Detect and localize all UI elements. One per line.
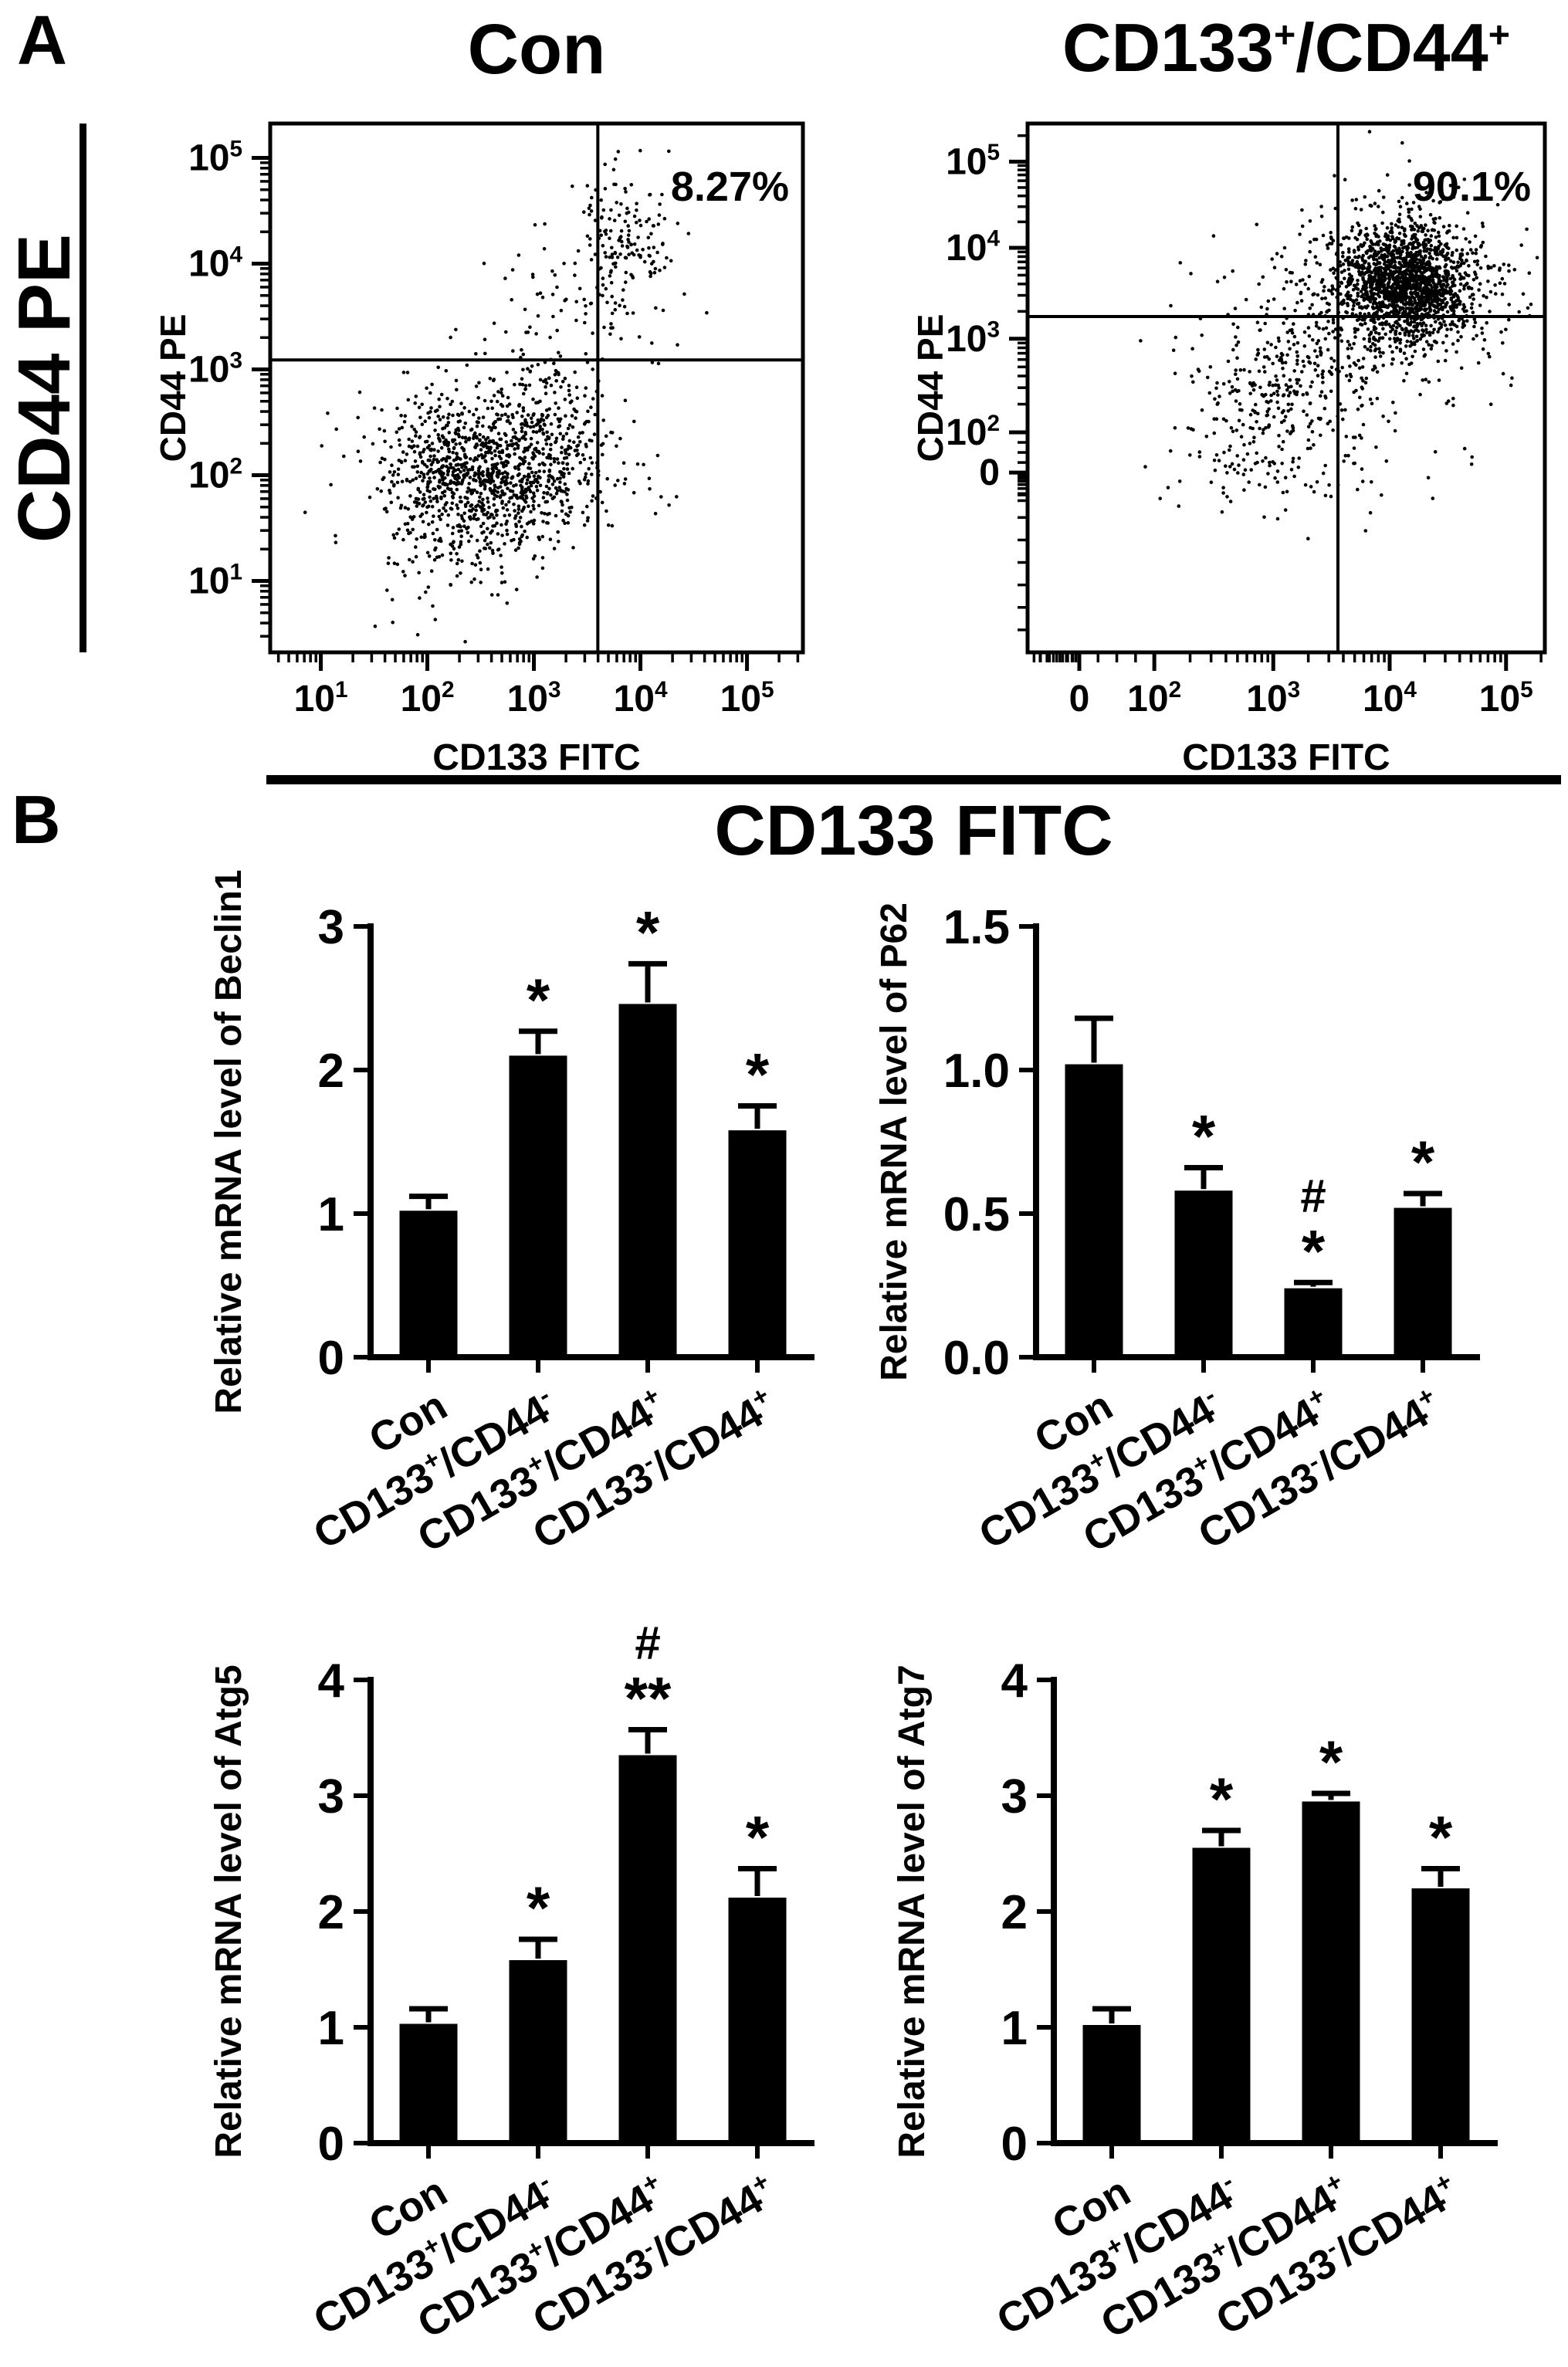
bar-CD133+CD44- [509,1960,567,2143]
flow-title-cd133-cd44: CD133+/CD44+ [1062,9,1510,86]
x-tick-label: 105 [1479,677,1533,720]
scatter-dots [1139,130,1539,540]
significance-marker: * [746,1803,770,1871]
significance-marker: ** [625,1664,672,1732]
y-axis-label: Relative mRNA level of Beclin1 [208,869,249,1414]
y-tick-label: 4 [318,1654,345,1708]
x-tick-label: 105 [720,677,774,720]
significance-marker: * [636,898,660,966]
bar-CD133+CD44+ [1284,1288,1343,1357]
bar-CD133+CD44- [1174,1190,1233,1357]
x-tick-label: 104 [614,677,668,720]
y-tick-label: 0 [979,452,1000,493]
x-tick-label: 102 [1127,677,1181,720]
bar-CD133+CD44+ [618,1755,677,2143]
bar-CD133+CD44+ [1302,1801,1360,2143]
superscript: + [1273,14,1296,56]
x-tick-label: 103 [507,677,561,720]
y-tick-label: 103 [946,317,1000,360]
y-tick-label: 1 [1001,2002,1028,2055]
y-tick-label: 101 [188,559,242,601]
panel-a-label: A [17,2,67,80]
y-tick-label: 4 [1001,1654,1028,1708]
significance-marker: * [1210,1765,1234,1833]
significance-marker: * [746,1041,770,1109]
bar-chart-p62: 0.00.51.01.5Con*CD133+/CD44-#*CD133+/CD4… [874,901,1480,1562]
bar-CD133+CD44- [509,1055,567,1357]
x-tick-label: 104 [1363,677,1417,720]
bar-chart-atg7: 01234Con*CD133+/CD44-*CD133+/CD44+*CD133… [892,1654,1498,2348]
bar-CD133-CD44+ [728,1130,787,1357]
x-tick-label: 0 [1069,679,1090,720]
scatter-dots [303,148,709,644]
bar-CD133+CD44+ [618,1004,677,1357]
x-axis-label: CD133 FITC [1182,737,1390,778]
plot-frame [268,121,805,655]
significance-marker: * [1302,1217,1326,1285]
quadrant-percent-label: 90.1% [1413,164,1531,210]
significance-marker: * [527,1874,550,1942]
y-tick-label: 2 [318,1886,344,1939]
x-tick-label: 103 [1246,677,1300,720]
x-axis-label: CD133 FITC [432,737,640,778]
bar-CD133-CD44+ [1394,1207,1452,1357]
y-tick-label: 1 [318,1188,344,1241]
y-tick-label: 1.0 [943,1045,1010,1098]
y-tick-label: 103 [188,347,242,390]
bar-CD133+CD44- [1192,1847,1251,2143]
panel-b-label: B [12,781,61,858]
significance-marker: * [1192,1102,1216,1170]
bar-CD133-CD44+ [728,1898,787,2143]
flow-title-con: Con [467,10,606,89]
significance-marker: # [635,1617,660,1669]
bar-CD133-CD44+ [1411,1888,1470,2143]
y-tick-label: 102 [188,453,242,496]
y-tick-label: 0 [318,1332,344,1385]
significance-marker: # [1300,1170,1326,1221]
y-tick-label: 1.5 [943,901,1010,954]
y-axis-label: Relative mRNA level of P62 [874,902,915,1381]
y-tick-label: 104 [188,242,242,284]
y-axis-label: CD44 PE [910,314,950,462]
superscript: + [1488,14,1510,56]
bar-Con [399,1211,458,1357]
y-tick-label: 0 [1001,2118,1028,2171]
bar-Con [1082,2025,1141,2143]
y-tick-label: 104 [946,226,1000,269]
y-axis-label: Relative mRNA level of Atg5 [208,1664,249,2158]
significance-marker: * [527,966,550,1034]
y-tick-label: 0.5 [943,1188,1010,1241]
significance-marker: * [1429,1803,1453,1871]
y-tick-label: 2 [1001,1886,1028,1939]
y-tick-label: 102 [946,411,1000,453]
y-tick-label: 3 [1001,1770,1028,1824]
bar-Con [399,2023,458,2143]
y-tick-label: 105 [946,140,1000,182]
bar-chart-beclin1: 0123Con*CD133+/CD44-*CD133+/CD44+*CD133-… [208,869,814,1562]
significance-marker: * [1319,1728,1343,1796]
cd44-pe-row-label: CD44 PE [3,233,86,543]
significance-marker: * [1411,1128,1435,1196]
bar-Con [1065,1064,1123,1357]
panel-b-header: CD133 FITC [714,791,1113,870]
y-axis-label: Relative mRNA level of Atg7 [892,1664,933,2158]
panel-b-divider [266,775,1561,784]
x-tick-label: 101 [294,677,348,720]
bar-chart-atg5: 01234Con*CD133+/CD44-#**CD133+/CD44+*CD1… [208,1617,814,2348]
quadrant-percent-label: 8.27% [671,164,789,210]
y-tick-label: 3 [318,1770,344,1824]
y-tick-label: 0 [318,2118,344,2171]
flow-plot-con: 105 104 103 102 101 101 102 103 104 105 8.27% CD44 … [153,121,805,778]
x-tick-label: 102 [401,677,455,720]
y-tick-label: 105 [188,136,242,178]
y-tick-label: 2 [318,1045,344,1098]
y-tick-label: 0.0 [943,1332,1010,1385]
y-tick-label: 1 [318,2002,344,2055]
y-tick-label: 3 [318,901,344,954]
cd44-pe-row-bracket [80,124,86,652]
y-axis-label: CD44 PE [153,314,193,462]
